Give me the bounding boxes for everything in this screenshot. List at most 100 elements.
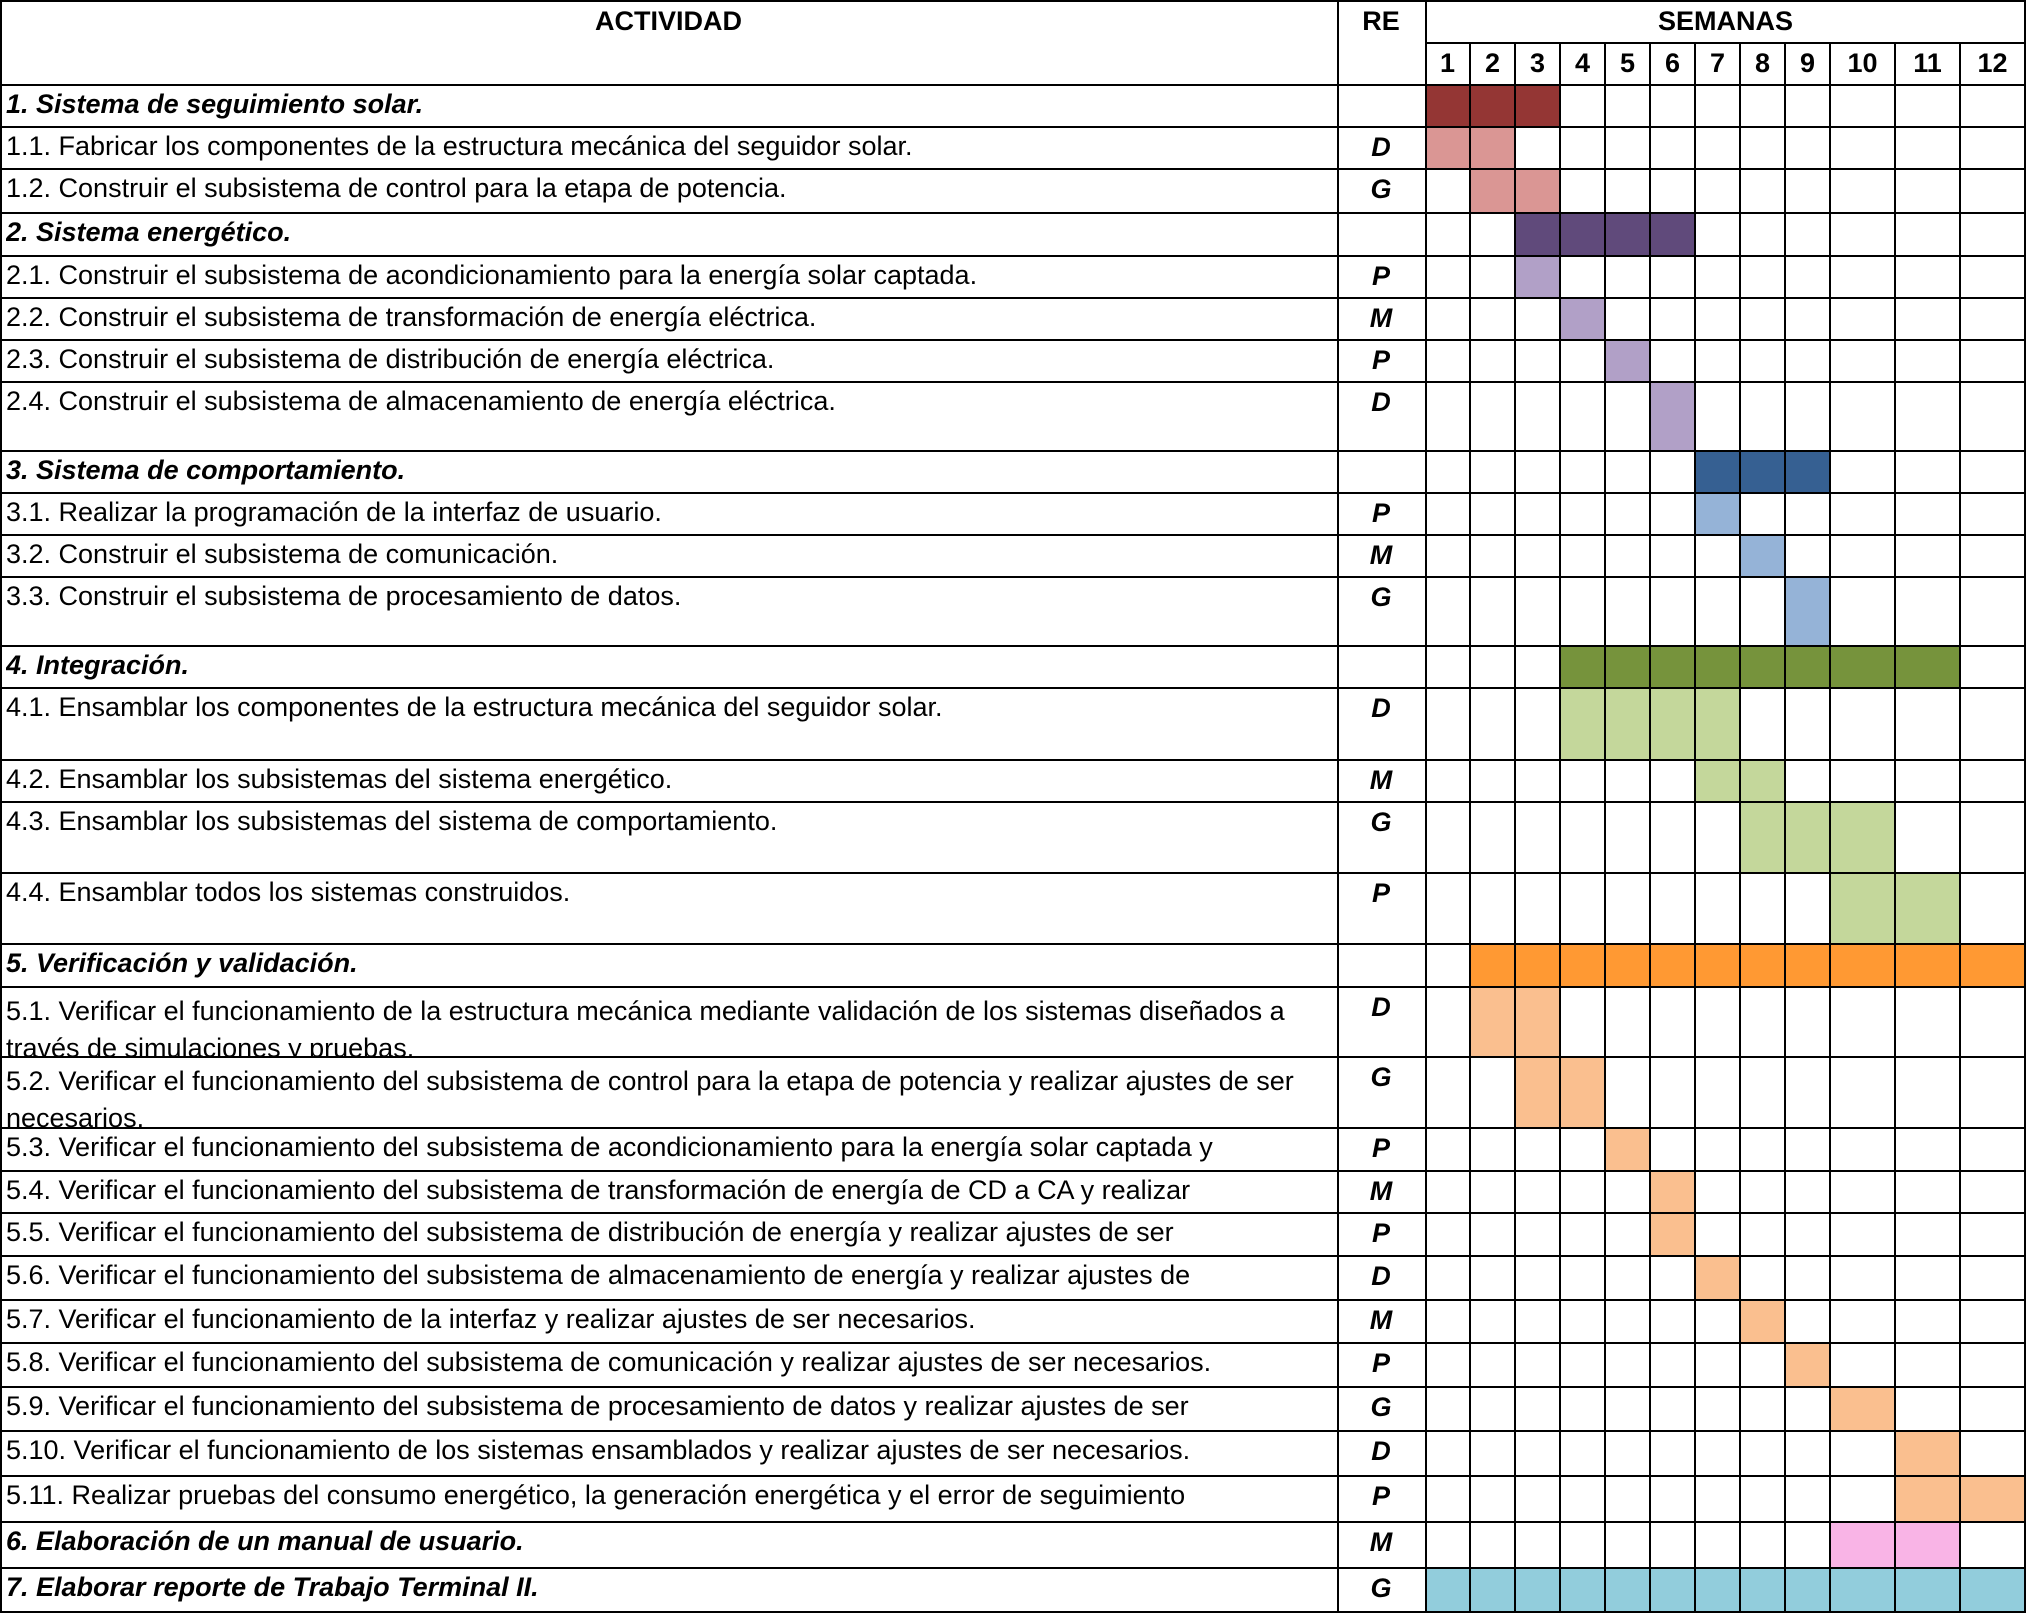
re-cell-14: D (1337, 695, 1425, 722)
re-cell-21: P (1337, 1135, 1425, 1162)
gantt-bar-11 (1740, 535, 1785, 577)
activity-cell-21: 5.3. Verificar el funcionamiento del sub… (6, 1134, 1336, 1171)
gantt-bar-8 (1650, 382, 1695, 451)
re-cell-16: G (1337, 809, 1425, 836)
week-number-9: 9 (1785, 50, 1830, 77)
activity-cell-5: 2.1. Construir el subsistema de acondici… (6, 262, 1336, 298)
gantt-bar-13 (1560, 646, 1960, 688)
gantt-bar-1 (1425, 85, 1560, 127)
week-number-11: 11 (1895, 50, 1960, 77)
grid-line-row-24 (0, 1299, 2026, 1301)
grid-line-week-2 (1514, 42, 1516, 1612)
re-cell-5: P (1337, 263, 1425, 290)
activity-cell-30: 6. Elaboración de un manual de usuario. (6, 1528, 1336, 1568)
activity-cell-9: 3. Sistema de comportamiento. (6, 457, 1336, 493)
week-number-7: 7 (1695, 50, 1740, 77)
activity-cell-28: 5.10. Verificar el funcionamiento de los… (6, 1437, 1336, 1476)
gantt-bar-18 (1470, 944, 2025, 987)
grid-line-row-30 (0, 1567, 2026, 1569)
gantt-bar-12 (1785, 577, 1830, 646)
re-cell-10: P (1337, 500, 1425, 527)
week-number-6: 6 (1650, 50, 1695, 77)
activity-cell-29: 5.11. Realizar pruebas del consumo energ… (6, 1482, 1336, 1522)
re-cell-2: D (1337, 134, 1425, 161)
gantt-bar-27 (1830, 1387, 1895, 1431)
re-cell-26: P (1337, 1350, 1425, 1377)
activity-cell-23: 5.5. Verificar el funcionamiento del sub… (6, 1219, 1336, 1256)
gantt-bar-5 (1515, 256, 1560, 298)
activity-cell-11: 3.2. Construir el subsistema de comunica… (6, 541, 1336, 577)
grid-line-row-21 (0, 1170, 2026, 1172)
gantt-bar-26 (1785, 1343, 1830, 1387)
gantt-bar-21 (1605, 1128, 1650, 1171)
gantt-bar-6 (1560, 298, 1605, 340)
re-cell-27: G (1337, 1394, 1425, 1421)
re-cell-20: G (1337, 1064, 1425, 1091)
activity-cell-14: 4.1. Ensamblar los componentes de la est… (6, 694, 1336, 760)
activity-cell-12: 3.3. Construir el subsistema de procesam… (6, 583, 1336, 646)
activity-cell-19: 5.1. Verificar el funcionamiento de la e… (6, 993, 1336, 1057)
grid-line-row-2 (0, 168, 2026, 170)
gantt-bar-22 (1650, 1171, 1695, 1213)
gantt-bar-28 (1895, 1431, 1960, 1476)
grid-line-row-13 (0, 687, 2026, 689)
activity-cell-24: 5.6. Verificar el funcionamiento del sub… (6, 1262, 1336, 1300)
grid-line-top (0, 0, 2026, 2)
grid-line-row-25 (0, 1342, 2026, 1344)
activity-cell-20: 5.2. Verificar el funcionamiento del sub… (6, 1063, 1336, 1128)
activity-cell-2: 1.1. Fabricar los componentes de la estr… (6, 133, 1336, 169)
grid-line-row-8 (0, 450, 2026, 452)
grid-line-row-1 (0, 126, 2026, 128)
grid-line-row-26 (0, 1386, 2026, 1388)
grid-line-week-10 (1894, 42, 1896, 1612)
activity-cell-15: 4.2. Ensamblar los subsistemas del siste… (6, 766, 1336, 802)
re-cell-28: D (1337, 1438, 1425, 1465)
activity-cell-16: 4.3. Ensamblar los subsistemas del siste… (6, 808, 1336, 873)
activity-cell-25: 5.7. Verificar el funcionamiento de la i… (6, 1306, 1336, 1343)
activity-cell-7: 2.3. Construir el subsistema de distribu… (6, 346, 1336, 382)
grid-line-row-23 (0, 1255, 2026, 1257)
activity-cell-31: 7. Elaborar reporte de Trabajo Terminal … (6, 1574, 1336, 1612)
week-number-4: 4 (1560, 50, 1605, 77)
grid-line-week-6 (1694, 42, 1696, 1612)
gantt-bar-7 (1605, 340, 1650, 382)
grid-line-row-17 (0, 943, 2026, 945)
activity-cell-10: 3.1. Realizar la programación de la inte… (6, 499, 1336, 535)
gantt-bar-25 (1740, 1300, 1785, 1343)
re-cell-12: G (1337, 584, 1425, 611)
re-cell-8: D (1337, 389, 1425, 416)
gantt-bar-9 (1695, 451, 1830, 493)
re-cell-24: D (1337, 1263, 1425, 1290)
grid-line-row-16 (0, 872, 2026, 874)
grid-line-row-22 (0, 1212, 2026, 1214)
re-cell-19: D (1337, 994, 1425, 1021)
re-cell-22: M (1337, 1178, 1425, 1205)
re-cell-17: P (1337, 880, 1425, 907)
activity-cell-4: 2. Sistema energético. (6, 219, 1336, 256)
week-number-10: 10 (1830, 50, 1895, 77)
re-cell-11: M (1337, 542, 1425, 569)
grid-line-row-20 (0, 1127, 2026, 1129)
grid-line-row-19 (0, 1056, 2026, 1058)
grid-line-week-3 (1559, 42, 1561, 1612)
activity-cell-18: 5. Verificación y validación. (6, 950, 1336, 987)
weeks-header: SEMANAS (1425, 8, 2026, 35)
grid-line-row-14 (0, 759, 2026, 761)
grid-line-row-7 (0, 381, 2026, 383)
activity-cell-22: 5.4. Verificar el funcionamiento del sub… (6, 1177, 1336, 1213)
gantt-bar-23 (1650, 1213, 1695, 1256)
grid-line-row-3 (0, 212, 2026, 214)
week-number-8: 8 (1740, 50, 1785, 77)
week-number-5: 5 (1605, 50, 1650, 77)
gantt-bar-10 (1695, 493, 1740, 535)
grid-line-row-11 (0, 576, 2026, 578)
activity-header: ACTIVIDAD (0, 8, 1337, 35)
grid-line-row-10 (0, 534, 2026, 536)
week-number-12: 12 (1960, 50, 2025, 77)
re-cell-7: P (1337, 347, 1425, 374)
grid-line-row-29 (0, 1521, 2026, 1523)
activity-cell-3: 1.2. Construir el subsistema de control … (6, 175, 1336, 213)
gantt-bar-16 (1740, 802, 1895, 873)
re-header: RE (1337, 8, 1425, 35)
